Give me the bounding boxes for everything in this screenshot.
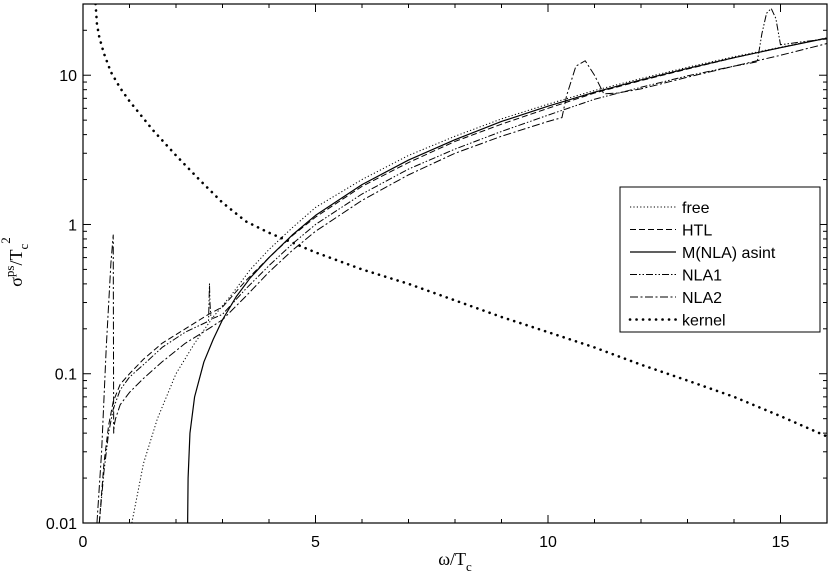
series-line-nla1 bbox=[98, 7, 827, 523]
legend-item-free: free bbox=[630, 200, 710, 217]
ticks-layer: 0 5 10 15 0.01 0.1 1 10 bbox=[46, 4, 827, 551]
legend-label: HTL bbox=[682, 223, 712, 240]
legend-label: NLA1 bbox=[682, 268, 722, 285]
y-axis-title-sup: ps bbox=[2, 266, 17, 278]
legend-label: M(NLA) asint bbox=[682, 245, 776, 262]
y-axis-title: σps/Tc2 bbox=[0, 237, 31, 287]
series-line-kernel bbox=[94, 4, 827, 438]
y-axis-title-sup2: 2 bbox=[0, 237, 13, 244]
legend-item-m-nla-asint: M(NLA) asint bbox=[630, 245, 776, 262]
x-tick-label: 15 bbox=[772, 534, 790, 551]
y-tick-label: 1 bbox=[68, 217, 77, 234]
series-layer bbox=[94, 4, 827, 523]
legend-box bbox=[619, 186, 821, 333]
legend-label: free bbox=[682, 200, 710, 217]
legend-item-kernel: kernel bbox=[628, 313, 726, 330]
y-tick-label: 0.01 bbox=[46, 516, 77, 533]
legend-item-htl: HTL bbox=[630, 223, 712, 240]
series-line-nla2 bbox=[96, 43, 827, 523]
x-tick-label: 0 bbox=[79, 534, 88, 551]
x-axis-title-main: ω/T bbox=[438, 549, 466, 569]
y-axis-title-main: σ bbox=[6, 277, 26, 287]
y-tick-label: 0.1 bbox=[55, 367, 77, 384]
x-tick-label: 5 bbox=[311, 534, 320, 551]
legend-label: NLA2 bbox=[682, 290, 722, 307]
legend-item-nla2: NLA2 bbox=[630, 290, 722, 307]
y-axis-title-mid: /T bbox=[6, 250, 26, 266]
x-axis-title: ω/Tc bbox=[438, 549, 472, 574]
y-tick-label: 10 bbox=[59, 68, 77, 85]
series-line-free bbox=[131, 37, 827, 523]
x-tick-label: 10 bbox=[539, 534, 557, 551]
y-axis-title-sub: c bbox=[16, 244, 31, 250]
x-axis-title-sub: c bbox=[466, 559, 472, 574]
series-line-m-nla-asint bbox=[187, 37, 827, 523]
legend-label: kernel bbox=[682, 313, 726, 330]
legend: free HTL M(NLA) asint NLA1 NLA2 kernel bbox=[619, 186, 821, 333]
legend-item-nla1: NLA1 bbox=[630, 268, 722, 285]
